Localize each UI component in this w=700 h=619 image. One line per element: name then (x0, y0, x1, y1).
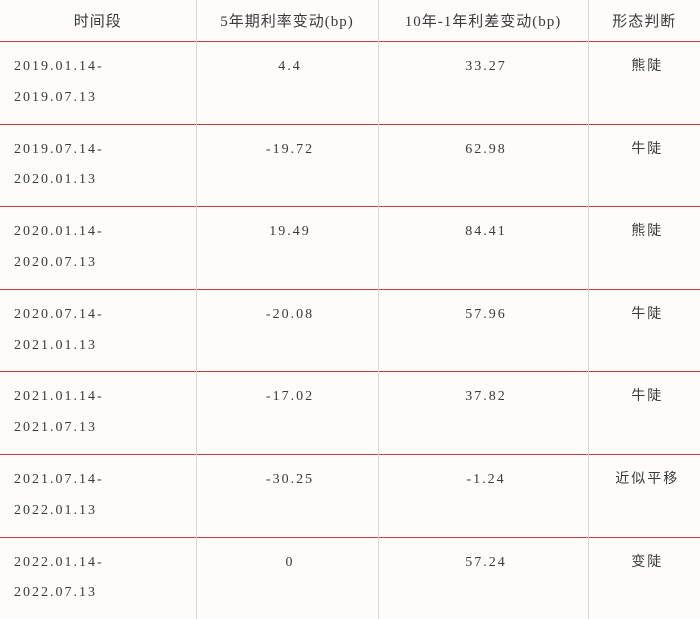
header-period: 时间段 (0, 0, 196, 42)
period-from: 2021.07.14- (14, 472, 104, 487)
header-pattern: 形态判断 (588, 0, 700, 42)
cell-pattern: 熊陡 (588, 207, 700, 290)
cell-pattern: 近似平移 (588, 454, 700, 537)
period-to: 2021.01.13 (14, 338, 97, 353)
period-from: 2021.01.14- (14, 389, 104, 404)
header-spread: 10年-1年利差变动(bp) (378, 0, 588, 42)
rate-table: 时间段 5年期利率变动(bp) 10年-1年利差变动(bp) 形态判断 2019… (0, 0, 700, 619)
cell-spread: 62.98 (378, 124, 588, 207)
cell-period: 2021.01.14- 2021.07.13 (0, 372, 196, 455)
cell-spread: 84.41 (378, 207, 588, 290)
cell-period: 2022.01.14- 2022.07.13 (0, 537, 196, 619)
period-from: 2019.01.14- (14, 59, 104, 74)
period-to: 2022.07.13 (14, 585, 97, 600)
cell-pattern: 牛陡 (588, 289, 700, 372)
cell-pattern: 熊陡 (588, 42, 700, 125)
table-header: 时间段 5年期利率变动(bp) 10年-1年利差变动(bp) 形态判断 (0, 0, 700, 42)
cell-spread: 37.82 (378, 372, 588, 455)
cell-rate5y: 4.4 (196, 42, 378, 125)
cell-pattern: 牛陡 (588, 372, 700, 455)
table-row: 2021.07.14- 2022.01.13 -30.25 -1.24 近似平移 (0, 454, 700, 537)
table-row: 2019.01.14- 2019.07.13 4.4 33.27 熊陡 (0, 42, 700, 125)
cell-period: 2021.07.14- 2022.01.13 (0, 454, 196, 537)
cell-spread: -1.24 (378, 454, 588, 537)
table-row: 2020.01.14- 2020.07.13 19.49 84.41 熊陡 (0, 207, 700, 290)
table-body: 2019.01.14- 2019.07.13 4.4 33.27 熊陡 2019… (0, 42, 700, 619)
header-rate5y: 5年期利率变动(bp) (196, 0, 378, 42)
cell-rate5y: 19.49 (196, 207, 378, 290)
cell-pattern: 变陡 (588, 537, 700, 619)
period-to: 2019.07.13 (14, 90, 97, 105)
cell-rate5y: -20.08 (196, 289, 378, 372)
period-to: 2022.01.13 (14, 503, 97, 518)
cell-pattern: 牛陡 (588, 124, 700, 207)
cell-rate5y: -19.72 (196, 124, 378, 207)
cell-rate5y: -30.25 (196, 454, 378, 537)
table-row: 2021.01.14- 2021.07.13 -17.02 37.82 牛陡 (0, 372, 700, 455)
period-to: 2020.01.13 (14, 172, 97, 187)
period-from: 2020.01.14- (14, 224, 104, 239)
period-from: 2019.07.14- (14, 142, 104, 157)
period-to: 2020.07.13 (14, 255, 97, 270)
cell-period: 2020.01.14- 2020.07.13 (0, 207, 196, 290)
cell-rate5y: 0 (196, 537, 378, 619)
table-row: 2022.01.14- 2022.07.13 0 57.24 变陡 (0, 537, 700, 619)
cell-period: 2020.07.14- 2021.01.13 (0, 289, 196, 372)
cell-spread: 33.27 (378, 42, 588, 125)
period-from: 2020.07.14- (14, 307, 104, 322)
table-row: 2019.07.14- 2020.01.13 -19.72 62.98 牛陡 (0, 124, 700, 207)
cell-spread: 57.24 (378, 537, 588, 619)
rate-table-container: 时间段 5年期利率变动(bp) 10年-1年利差变动(bp) 形态判断 2019… (0, 0, 700, 552)
period-from: 2022.01.14- (14, 555, 104, 570)
cell-period: 2019.07.14- 2020.01.13 (0, 124, 196, 207)
header-row: 时间段 5年期利率变动(bp) 10年-1年利差变动(bp) 形态判断 (0, 0, 700, 42)
cell-period: 2019.01.14- 2019.07.13 (0, 42, 196, 125)
cell-spread: 57.96 (378, 289, 588, 372)
period-to: 2021.07.13 (14, 420, 97, 435)
table-row: 2020.07.14- 2021.01.13 -20.08 57.96 牛陡 (0, 289, 700, 372)
cell-rate5y: -17.02 (196, 372, 378, 455)
